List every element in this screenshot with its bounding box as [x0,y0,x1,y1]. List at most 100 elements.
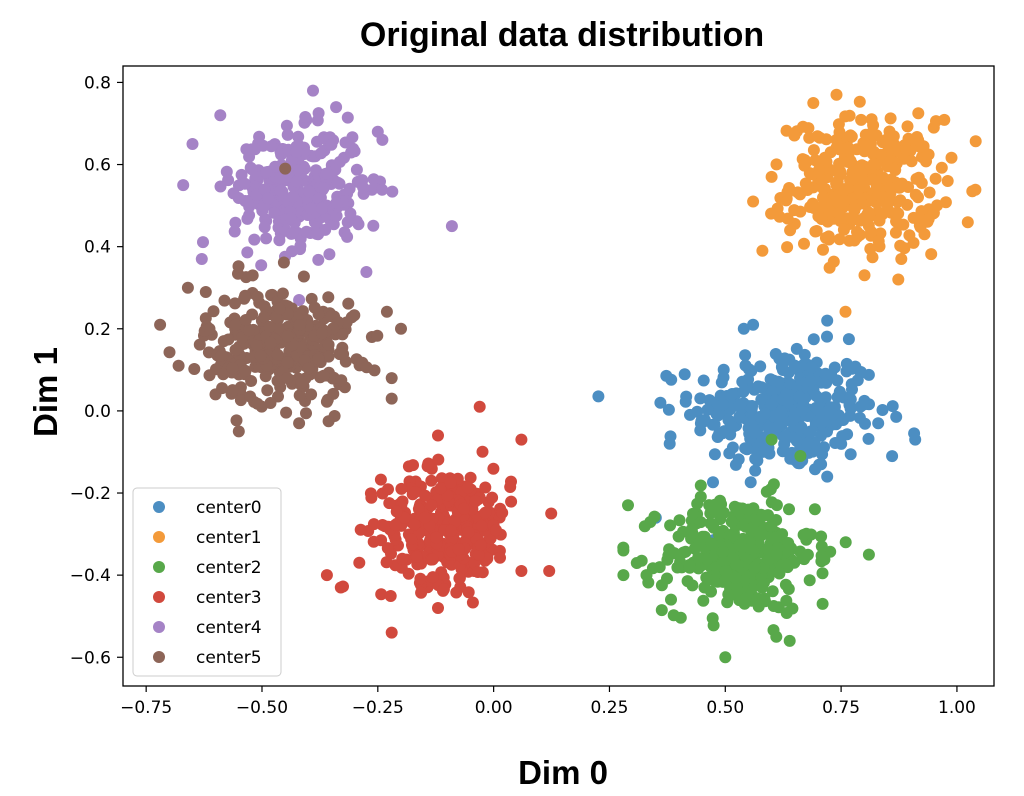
data-point-center1 [784,224,797,237]
data-point-center4 [222,174,235,187]
data-point-center4 [299,111,312,123]
data-point-center5 [254,349,267,362]
x-axis-ticks: −0.75 −0.50 −0.25 0.00 0.25 0.50 0.75 1.00 [120,686,976,718]
data-point-center5 [312,352,325,365]
data-point-center1 [901,120,914,133]
data-point-center4 [274,184,287,197]
data-point-center5 [230,414,243,427]
data-point-center4 [195,253,208,265]
data-point-center0 [809,389,822,402]
data-point-center3 [426,571,439,584]
data-point-center0 [769,348,782,360]
data-point-center1 [794,205,807,218]
data-point-center3 [476,445,489,458]
data-point-center4 [323,248,336,261]
data-point-center4 [352,218,365,231]
data-point-center4 [376,183,389,196]
data-point-center4 [292,130,305,143]
data-point-center1 [867,158,880,170]
data-point-center3 [422,457,435,470]
data-point-center1 [799,156,812,169]
data-point-center3 [383,497,396,510]
y-tick-label: 0.0 [84,402,111,422]
data-point-center1 [874,148,887,161]
data-point-center5 [163,346,176,359]
data-point-center3 [384,590,397,602]
data-point-center2 [653,561,666,574]
data-point-center3 [409,486,422,499]
data-point-center0 [763,447,776,460]
data-point-center1 [876,171,889,184]
data-point-center0 [784,452,797,465]
data-point-center4 [386,185,399,198]
data-point-center5 [360,361,373,374]
data-point-center4 [241,212,254,225]
data-point-center3 [445,524,458,537]
data-point-center2 [719,651,732,664]
legend-label: center2 [196,558,262,578]
data-point-center3 [479,506,492,519]
data-point-center0 [815,416,828,429]
data-point-center1 [833,233,846,246]
data-point-center3 [374,473,387,486]
data-point-center3 [382,483,394,496]
data-point-center2 [715,498,728,511]
data-point-center1 [935,161,948,174]
data-point-center3 [486,491,499,504]
data-point-center2 [705,585,717,598]
data-point-center3 [320,569,333,582]
data-point-center5 [199,286,212,298]
data-point-center5 [246,269,259,282]
legend-marker [153,621,165,633]
data-point-center0 [788,412,801,425]
data-point-center5 [308,301,321,314]
data-point-center4 [320,167,333,180]
scatter-points [154,84,982,664]
data-point-center2 [706,612,719,625]
data-point-center0 [749,464,762,477]
data-point-center4 [315,147,328,160]
data-point-center5 [293,389,306,402]
data-point-center0 [872,417,885,430]
data-point-center0 [804,375,817,387]
data-point-center3 [462,526,475,539]
data-point-center5 [232,425,245,438]
data-point-center1 [807,97,820,109]
data-point-center1 [841,142,854,154]
data-point-center1 [883,181,896,194]
data-point-center0 [717,398,730,411]
data-point-center4 [303,185,316,198]
data-point-center3 [390,505,403,518]
data-point-center2 [683,561,696,574]
data-point-center2 [664,519,677,532]
data-point-center5 [385,392,398,405]
data-point-center0 [663,437,676,450]
data-point-center2 [767,478,780,491]
data-point-center1 [846,212,859,225]
data-point-center0 [807,333,820,346]
data-point-center5 [322,291,335,304]
data-point-center2 [733,539,746,551]
data-point-center2 [673,514,686,527]
data-point-center0 [592,390,605,403]
data-point-center1 [851,225,863,238]
data-point-center4 [269,160,282,173]
data-point-center2 [815,530,828,543]
data-point-center4 [291,164,304,177]
data-point-center4 [177,179,190,192]
data-point-center2 [781,561,794,574]
data-point-center3 [545,507,558,520]
data-point-center5 [273,302,286,315]
data-point-center3 [402,567,415,580]
data-point-center1 [765,170,778,183]
data-point-center5 [322,350,335,363]
data-point-center1 [895,253,908,265]
data-point-center0 [749,426,762,439]
data-point-center2 [818,553,831,566]
data-point-center0 [695,415,708,427]
data-point-center2 [725,515,738,528]
data-point-center2 [622,499,634,512]
data-point-center1 [911,131,923,143]
data-point-center3 [457,502,470,515]
data-point-center5 [395,322,407,335]
